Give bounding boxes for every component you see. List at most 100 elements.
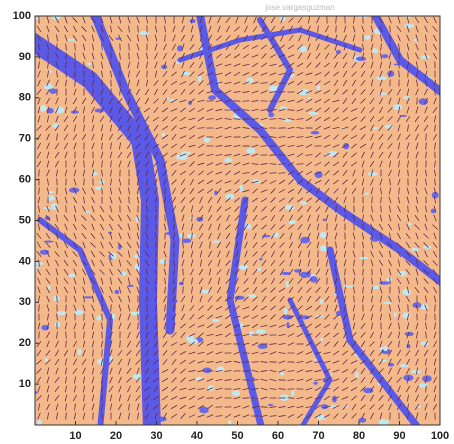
vector: [370, 232, 374, 240]
speckle: [132, 373, 143, 380]
vector: [225, 224, 231, 230]
vector: [45, 214, 51, 222]
vector: [91, 25, 95, 33]
vector: [37, 403, 41, 411]
vector: [215, 63, 223, 67]
vector: [387, 89, 393, 95]
vector: [73, 340, 77, 348]
vector: [55, 340, 59, 348]
vector: [83, 385, 85, 393]
vector: [100, 286, 104, 294]
vector: [360, 386, 366, 392]
vector: [407, 394, 409, 402]
vector: [199, 16, 203, 24]
vector: [189, 61, 195, 69]
vector: [91, 124, 95, 132]
speckle: [384, 124, 394, 129]
vector: [216, 296, 222, 302]
speckle: [203, 137, 211, 143]
vector: [370, 259, 374, 267]
vector: [136, 43, 140, 51]
vector: [261, 287, 267, 293]
vector: [118, 412, 122, 420]
vector: [136, 34, 140, 42]
vector: [92, 367, 94, 375]
vector: [224, 126, 232, 130]
vector: [100, 52, 104, 60]
vector: [323, 144, 331, 148]
vector: [127, 322, 131, 330]
vector: [244, 268, 248, 276]
vector: [370, 43, 374, 51]
speckle: [379, 359, 388, 363]
vector: [260, 44, 268, 50]
vector: [379, 34, 383, 42]
vector: [207, 214, 213, 222]
vector: [74, 403, 76, 411]
speckle: [178, 153, 188, 161]
vector: [370, 214, 374, 222]
vector: [37, 322, 41, 330]
vector: [415, 394, 419, 402]
vector: [387, 394, 393, 402]
vector: [380, 43, 382, 51]
vector: [128, 403, 130, 411]
vector: [260, 145, 268, 147]
speckle: [177, 45, 183, 52]
vector: [242, 333, 250, 337]
vector: [197, 179, 205, 185]
vector: [242, 127, 250, 129]
vector: [181, 43, 185, 51]
vector: [188, 125, 196, 131]
vector: [46, 385, 50, 393]
vector: [197, 89, 205, 95]
vector: [378, 259, 384, 267]
vector: [172, 304, 176, 312]
vector: [388, 160, 392, 168]
vector: [316, 16, 320, 24]
vector: [190, 34, 194, 42]
vector: [287, 397, 295, 399]
vector: [118, 394, 122, 402]
vector: [260, 387, 268, 391]
vector: [117, 124, 123, 132]
vector: [305, 360, 313, 364]
vector: [360, 367, 366, 375]
vector: [297, 80, 303, 86]
vector: [128, 52, 130, 60]
vector: [144, 340, 150, 348]
vector: [324, 341, 330, 347]
vector: [55, 403, 59, 411]
vector: [100, 340, 104, 348]
vector: [423, 269, 429, 275]
vector: [423, 286, 429, 294]
vector: [425, 79, 427, 87]
vector: [287, 323, 295, 329]
vector: [279, 44, 285, 50]
vector: [170, 143, 178, 149]
vector: [353, 286, 355, 294]
vector: [380, 187, 382, 195]
vector: [433, 196, 437, 204]
vector: [434, 124, 436, 132]
vector: [137, 61, 139, 69]
vector: [127, 358, 131, 366]
vector: [36, 151, 42, 159]
speckle: [320, 404, 329, 410]
vector: [54, 151, 60, 159]
vector: [341, 143, 349, 149]
vector: [172, 322, 176, 330]
vector: [127, 331, 131, 339]
vector: [65, 79, 67, 87]
vector: [82, 412, 86, 420]
vector: [100, 124, 104, 132]
speckle: [359, 256, 369, 260]
vector: [74, 52, 76, 60]
vector: [100, 88, 104, 96]
vector: [191, 286, 193, 294]
channel: [287, 297, 333, 425]
vector: [406, 142, 410, 150]
vector: [307, 232, 311, 240]
vector: [307, 259, 311, 267]
vector: [155, 277, 157, 285]
